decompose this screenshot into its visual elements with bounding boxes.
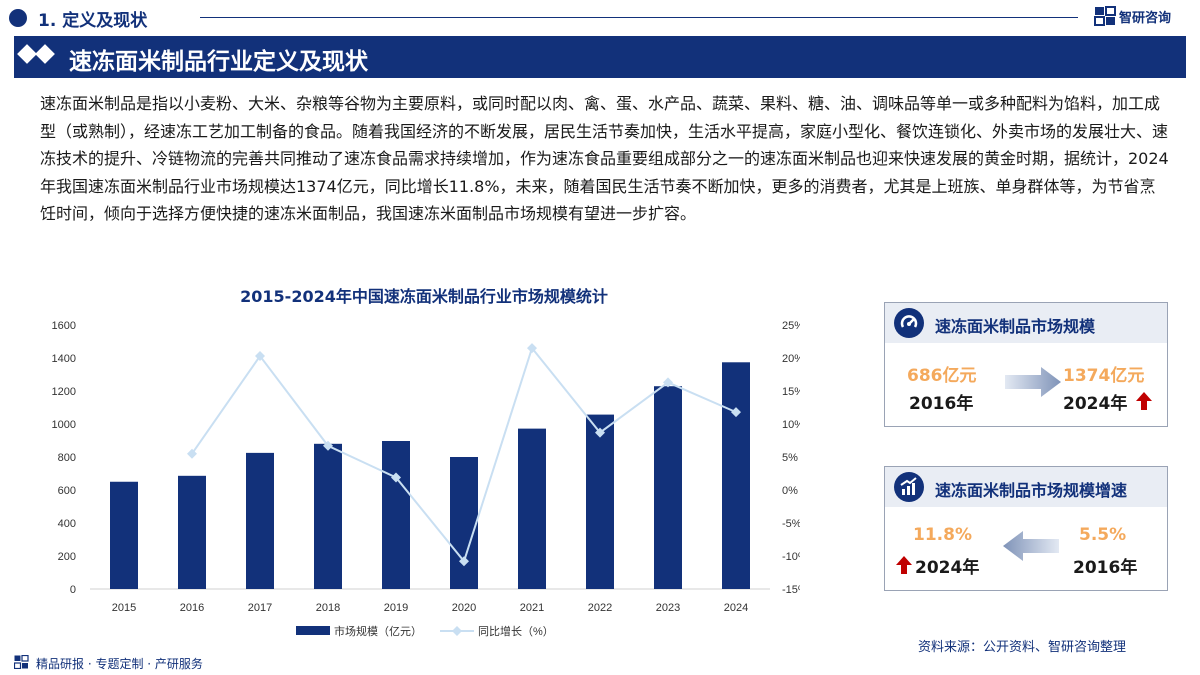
y-left-tick-label: 0 xyxy=(70,584,76,596)
y-left-tick-label: 1000 xyxy=(52,419,76,431)
x-tick-label: 2015 xyxy=(112,602,136,614)
brand-logo-text: 智研咨询 xyxy=(1119,10,1172,26)
market-growth-card: 速冻面米制品市场规模增速 11.8% 2024年 5.5% 2016年 xyxy=(884,466,1168,591)
bar-2019 xyxy=(382,440,410,589)
growth-point-2017 xyxy=(255,351,265,362)
growth-point-2021 xyxy=(527,343,537,354)
y-right-tick-label: -5% xyxy=(782,518,800,530)
growth-point-2022 xyxy=(595,427,605,438)
y-right-tick-label: 20% xyxy=(782,353,800,365)
y-right-tick-label: 5% xyxy=(782,452,798,464)
scale-value-2024: 1374亿元 xyxy=(1063,366,1145,386)
left-arrow-icon xyxy=(1003,531,1059,561)
x-tick-label: 2023 xyxy=(656,602,680,614)
section-divider xyxy=(200,17,1078,18)
growth-year-2016: 2016年 xyxy=(1073,558,1138,578)
scale-year-2016: 2016年 xyxy=(909,394,974,414)
y-right-tick-label: 10% xyxy=(782,419,800,431)
legend-bar-swatch xyxy=(296,626,330,635)
y-left-tick-label: 400 xyxy=(58,518,76,530)
source-note: 资料来源：公开资料、智研咨询整理 xyxy=(918,640,1127,655)
y-left-tick-label: 1200 xyxy=(52,386,76,398)
card-header: 速冻面米制品市场规模 xyxy=(885,303,1167,343)
growth-point-2023 xyxy=(663,377,673,388)
bar-2022 xyxy=(586,414,614,589)
growth-value-2024: 11.8% xyxy=(913,525,972,545)
growth-point-2018 xyxy=(323,440,333,451)
growth-chart-icon xyxy=(894,472,924,502)
intro-paragraph: 速冻面米制品是指以小麦粉、大米、杂粮等谷物为主要原料，或同时配以肉、禽、蛋、水产… xyxy=(40,94,1169,223)
diamond-icon xyxy=(17,44,37,64)
section-title: 1. 定义及现状 xyxy=(38,11,148,31)
bar-2024 xyxy=(722,362,750,589)
x-tick-label: 2021 xyxy=(520,602,544,614)
bar-2018 xyxy=(314,443,342,589)
x-tick-label: 2016 xyxy=(180,602,204,614)
y-left-tick-label: 800 xyxy=(58,452,76,464)
section-header: 1. 定义及现状 智研咨询 xyxy=(0,0,1200,36)
y-right-tick-label: 15% xyxy=(782,386,800,398)
x-tick-label: 2020 xyxy=(452,602,476,614)
legend-line-marker xyxy=(452,626,462,636)
chart-title: 2015-2024年中国速冻面米制品行业市场规模统计 xyxy=(240,287,608,306)
y-left-tick-label: 200 xyxy=(58,551,76,563)
y-right-tick-label: 25% xyxy=(782,320,800,332)
brand-logo-icon xyxy=(1094,6,1116,26)
title-banner: 速冻面米制品行业定义及现状 xyxy=(14,36,1186,78)
card-title: 速冻面米制品市场规模增速 xyxy=(935,481,1128,500)
bar-2015 xyxy=(110,481,138,589)
y-right-tick-label: 0% xyxy=(782,485,798,497)
bar-2023 xyxy=(654,386,682,589)
growth-point-2024 xyxy=(731,407,741,418)
bar-2017 xyxy=(246,452,274,589)
x-tick-label: 2018 xyxy=(316,602,340,614)
x-tick-label: 2024 xyxy=(724,602,748,614)
x-tick-label: 2022 xyxy=(588,602,612,614)
growth-value-2016: 5.5% xyxy=(1079,525,1127,545)
market-scale-icon xyxy=(894,308,924,338)
y-right-tick-label: -10% xyxy=(782,551,800,563)
scale-value-2016: 686亿元 xyxy=(907,366,977,386)
market-scale-card: 速冻面米制品市场规模 686亿元 2016年 1374亿元 2024年 xyxy=(884,302,1168,427)
y-left-tick-label: 1400 xyxy=(52,353,76,365)
y-right-tick-label: -15% xyxy=(782,584,800,596)
card-title: 速冻面米制品市场规模 xyxy=(935,317,1096,336)
footer-tagline: 精品研报 · 专题定制 · 产研服务 xyxy=(36,657,203,671)
up-arrow-icon xyxy=(896,556,912,574)
scale-year-2024: 2024年 xyxy=(1063,394,1128,414)
market-size-chart: 0 200 400 600 800 1000 1200 1400 1600 -15% -10% -5%… xyxy=(52,320,800,638)
card-header: 速冻面米制品市场规模增速 xyxy=(885,467,1167,507)
page-title: 速冻面米制品行业定义及现状 xyxy=(69,49,368,75)
y-left-tick-label: 1600 xyxy=(52,320,76,332)
right-arrow-icon xyxy=(1005,367,1061,397)
brand-logo[interactable]: 智研咨询 xyxy=(1094,6,1171,26)
bar-2016 xyxy=(178,475,206,589)
x-tick-label: 2019 xyxy=(384,602,408,614)
y-left-tick-label: 600 xyxy=(58,485,76,497)
growth-point-2016 xyxy=(187,448,197,459)
growth-point-2019 xyxy=(391,472,401,483)
diamond-icon xyxy=(35,44,55,64)
bar-2021 xyxy=(518,428,546,589)
growth-year-2024: 2024年 xyxy=(915,558,980,578)
section-bullet-icon xyxy=(9,9,27,27)
legend-bar-label: 市场规模（亿元） xyxy=(334,624,422,638)
footer-logo-icon xyxy=(14,655,29,669)
x-tick-label: 2017 xyxy=(248,602,272,614)
bar-2020 xyxy=(450,457,478,589)
growth-point-2020 xyxy=(459,556,469,567)
up-arrow-icon xyxy=(1136,392,1152,410)
legend-line-label: 同比增长（%） xyxy=(478,624,554,638)
